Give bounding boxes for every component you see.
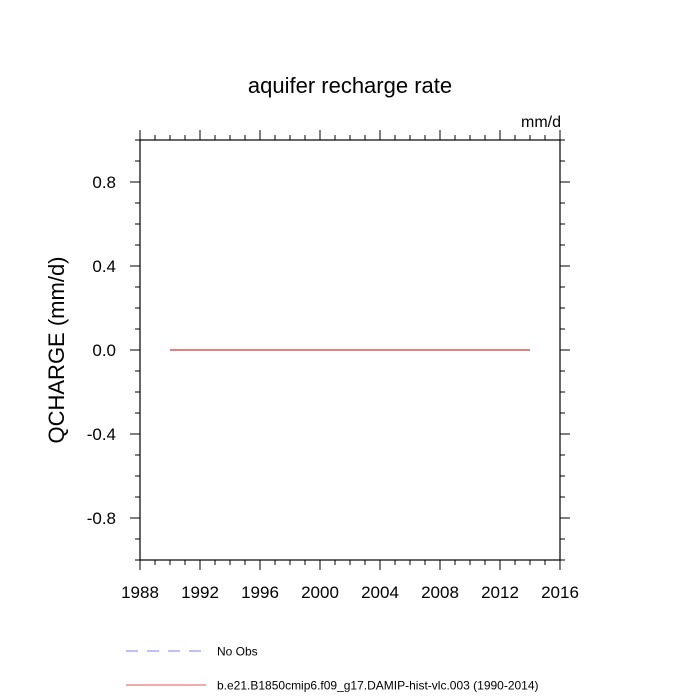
x-tick-label: 2016: [541, 583, 579, 602]
x-tick-label: 1992: [181, 583, 219, 602]
chart-title: aquifer recharge rate: [248, 73, 452, 98]
y-tick-label: 0.4: [92, 257, 116, 276]
legend: No Obs b.e21.B1850cmip6.f09_g17.DAMIP-his…: [126, 645, 539, 693]
x-tick-label: 1988: [121, 583, 159, 602]
legend-label-0: No Obs: [217, 645, 258, 659]
x-tick-label: 2004: [361, 583, 399, 602]
y-tick-label: -0.8: [87, 509, 116, 528]
axis-ticks: 1988 1992 1996 2000 2004 2008 2012 2016 -0.8 -0.4…: [87, 130, 579, 602]
x-tick-label: 2012: [481, 583, 519, 602]
x-tick-label: 1996: [241, 583, 279, 602]
units-label: mm/d: [521, 114, 561, 131]
x-tick-label: 2008: [421, 583, 459, 602]
x-tick-label: 2000: [301, 583, 339, 602]
y-axis-label: QCHARGE (mm/d): [44, 257, 69, 444]
legend-label-1: b.e21.B1850cmip6.f09_g17.DAMIP-hist-vlc.…: [217, 679, 539, 693]
y-tick-label: 0.8: [92, 173, 116, 192]
y-tick-label: -0.4: [87, 425, 116, 444]
y-tick-label: 0.0: [92, 341, 116, 360]
